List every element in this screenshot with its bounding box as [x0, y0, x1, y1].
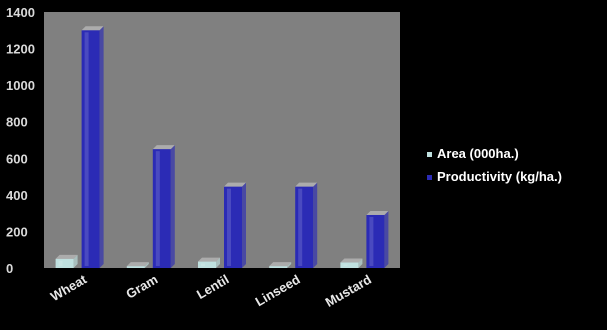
bars [55, 26, 389, 268]
x-tick-label: Gram [123, 272, 160, 302]
y-tick-label: 1400 [6, 5, 35, 20]
y-tick-label: 1200 [6, 42, 35, 57]
bar-area-gram [126, 262, 149, 268]
legend-swatch [427, 175, 432, 180]
bar-area-lentil [198, 257, 220, 268]
bar-productivity-wheat [81, 26, 104, 268]
bar-area-mustard [340, 258, 363, 268]
legend-label: Productivity (kg/ha.) [437, 169, 562, 184]
y-tick-label: 800 [6, 115, 28, 130]
bar-area-linseed [269, 262, 292, 268]
y-tick-label: 0 [6, 261, 13, 276]
y-tick-label: 400 [6, 188, 28, 203]
bar-productivity-linseed [295, 182, 318, 268]
x-tick-label: Linseed [253, 272, 303, 310]
x-tick-label: Wheat [48, 271, 90, 304]
legend-label: Area (000ha.) [437, 146, 519, 161]
bar-productivity-gram [152, 145, 175, 268]
bar-area-wheat [55, 254, 78, 268]
legend: Area (000ha.) Productivity (kg/ha.) [427, 146, 562, 184]
y-tick-label: 600 [6, 151, 28, 166]
bar-productivity-lentil [224, 182, 246, 268]
y-tick-label: 200 [6, 224, 28, 239]
bar-productivity-mustard [366, 210, 389, 268]
x-tick-label: Mustard [323, 272, 374, 310]
y-tick-label: 1000 [6, 78, 35, 93]
legend-swatch [427, 152, 432, 157]
y-axis: 0 200 400 600 800 1000 1200 1400 [6, 5, 35, 276]
x-tick-label: Lentil [194, 272, 232, 302]
x-axis: Wheat Gram Lentil Linseed Mustard [48, 271, 374, 310]
